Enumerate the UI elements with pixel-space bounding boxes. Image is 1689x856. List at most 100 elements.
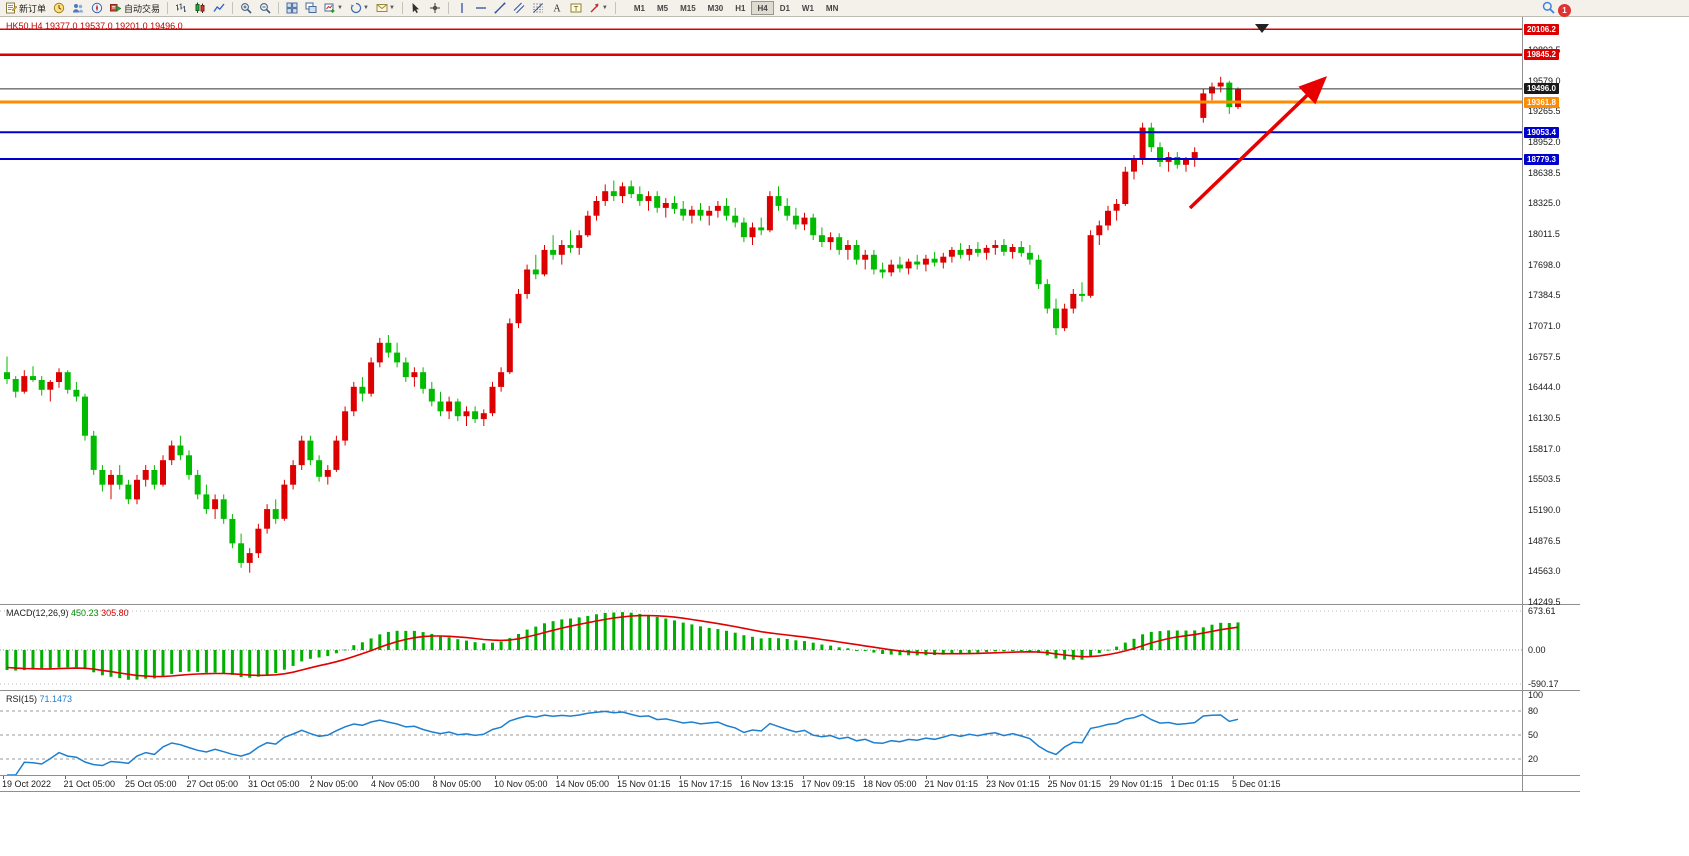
line-chart-icon (213, 2, 225, 14)
fibonacci-icon (532, 2, 544, 14)
timeframe-button-m5[interactable]: M5 (651, 1, 674, 15)
timeframe-button-mn[interactable]: MN (820, 1, 844, 15)
price-scale-label: 18952.0 (1528, 137, 1561, 148)
time-axis-label: 25 Oct 05:00 (125, 779, 177, 789)
time-axis[interactable]: 19 Oct 2022 21 Oct 05:00 25 Oct 05:00 27 Oc… (0, 776, 1580, 791)
toolbar-separator (278, 2, 280, 14)
text-tool[interactable]: A (548, 1, 566, 16)
price-badge: 19845.2 (1524, 49, 1559, 61)
trendline-tool[interactable] (491, 1, 509, 16)
main-chart[interactable] (0, 17, 1522, 605)
price-scale-label: 18011.5 (1528, 229, 1560, 240)
timeframe-button-h1[interactable]: H1 (729, 1, 751, 15)
time-axis-tick (64, 776, 66, 779)
chart-line-button[interactable] (210, 1, 228, 16)
text-icon: A (551, 2, 563, 15)
time-axis-label: 31 Oct 05:00 (248, 779, 300, 789)
cursor-button[interactable] (407, 1, 425, 16)
macd-name: MACD(12,26,9) (6, 608, 69, 618)
market-watch-button[interactable] (50, 1, 68, 16)
rsi-panel[interactable] (0, 691, 1522, 775)
time-axis-tick (126, 776, 127, 779)
chevron-down-icon: ▼ (388, 5, 395, 11)
tile-windows-button[interactable] (283, 1, 301, 16)
crosshair-icon (429, 2, 441, 14)
time-axis-label: 14 Nov 05:00 (555, 779, 610, 789)
timeframe-button-m15[interactable]: M15 (674, 1, 702, 15)
refresh-icon (350, 2, 362, 14)
price-scale[interactable]: 19892.519579.019265.518952.018638.518325… (1523, 17, 1580, 792)
rsi-label: RSI(15) 71.1473 (6, 694, 72, 704)
cascade-windows-button[interactable] (302, 1, 320, 16)
price-badge: 20106.2 (1524, 23, 1559, 35)
autotrade-button[interactable]: 自动交易 (107, 1, 163, 16)
svg-text:A: A (553, 4, 561, 15)
macd-panel[interactable] (0, 605, 1522, 690)
time-axis-label: 5 Dec 01:15 (1232, 779, 1281, 789)
market-watch-icon (53, 2, 65, 14)
horizontal-line-icon (475, 2, 487, 14)
compass-icon (91, 2, 103, 14)
new-order-button[interactable]: 新订单 (2, 1, 49, 16)
arrows-tool[interactable]: ▼ (586, 1, 611, 16)
envelope-icon (376, 2, 388, 14)
data-window-button[interactable] (69, 1, 87, 16)
price-scale-label: 17698.0 (1528, 259, 1561, 270)
time-axis-label: 15 Nov 17:15 (678, 779, 733, 789)
tile-grid-icon (286, 2, 298, 14)
time-axis-label: 21 Oct 05:00 (63, 779, 116, 789)
price-badge: 18779.3 (1524, 153, 1559, 165)
horizontal-line-tool[interactable] (472, 1, 490, 16)
zoom-out-button[interactable] (256, 1, 274, 16)
time-axis-label: 21 Nov 01:15 (924, 779, 979, 789)
macd-signal-value: 305.80 (101, 608, 129, 618)
label-tool[interactable]: T (567, 1, 585, 16)
timeframe-button-h4[interactable]: H4 (751, 1, 774, 15)
svg-text:T: T (574, 4, 579, 13)
screenshot-overlay: 1 (1542, 1, 1571, 19)
rsi-name: RSI(15) (6, 694, 38, 704)
autotrade-icon (110, 2, 122, 14)
chart-bars-button[interactable] (172, 1, 190, 16)
timeframe-button-m30[interactable]: M30 (702, 1, 730, 15)
zoom-in-button[interactable] (237, 1, 255, 16)
vertical-line-tool[interactable] (453, 1, 471, 16)
price-scale-label: 18325.0 (1528, 198, 1561, 209)
panel-separator[interactable] (0, 690, 1580, 691)
main-toolbar: 新订单 自动交易 ▼ ▼ ▼ A T ▼ M1 M5 M15 M30 H1 H4 D1 W1 M… (0, 0, 1689, 17)
channel-icon (513, 2, 525, 14)
templates-button[interactable]: ▼ (373, 1, 398, 16)
indicators-button[interactable]: ▼ (321, 1, 346, 16)
profiles-button[interactable]: ▼ (347, 1, 372, 16)
price-scale-label: 17071.0 (1528, 321, 1561, 332)
timeframe-button-w1[interactable]: W1 (796, 1, 820, 15)
search-icon[interactable] (1542, 1, 1555, 19)
chart-candles-button[interactable] (191, 1, 209, 16)
fibonacci-tool[interactable] (529, 1, 547, 16)
time-axis-tick (1171, 776, 1173, 779)
time-axis-label: 2 Nov 05:00 (309, 779, 359, 789)
time-axis-label: 8 Nov 05:00 (432, 779, 482, 789)
macd-scale-label: 673.61 (1528, 606, 1556, 616)
crosshair-button[interactable] (426, 1, 444, 16)
autotrade-label: 自动交易 (124, 3, 161, 14)
time-axis-tick (433, 776, 435, 779)
price-scale-label: 19265.5 (1528, 106, 1561, 117)
rsi-scale-label: 100 (1528, 690, 1544, 700)
time-axis-label: 17 Nov 09:15 (801, 779, 856, 789)
navigator-button[interactable] (88, 1, 106, 16)
channel-tool[interactable] (510, 1, 528, 16)
notification-badge[interactable]: 1 (1558, 3, 1571, 17)
people-icon (72, 2, 84, 14)
timeframe-button-d1[interactable]: D1 (774, 1, 796, 15)
timeframe-button-m1[interactable]: M1 (628, 1, 651, 15)
macd-scale-label: -590.17 (1528, 679, 1559, 689)
time-axis-tick (741, 776, 742, 779)
time-axis-label: 18 Nov 05:00 (863, 779, 917, 789)
time-axis-tick (925, 776, 927, 779)
label-icon: T (570, 2, 582, 14)
panel-separator[interactable] (0, 604, 1580, 605)
time-axis-tick (1233, 776, 1234, 779)
toolbar-separator (447, 2, 449, 14)
rsi-scale-label: 80 (1528, 706, 1539, 716)
